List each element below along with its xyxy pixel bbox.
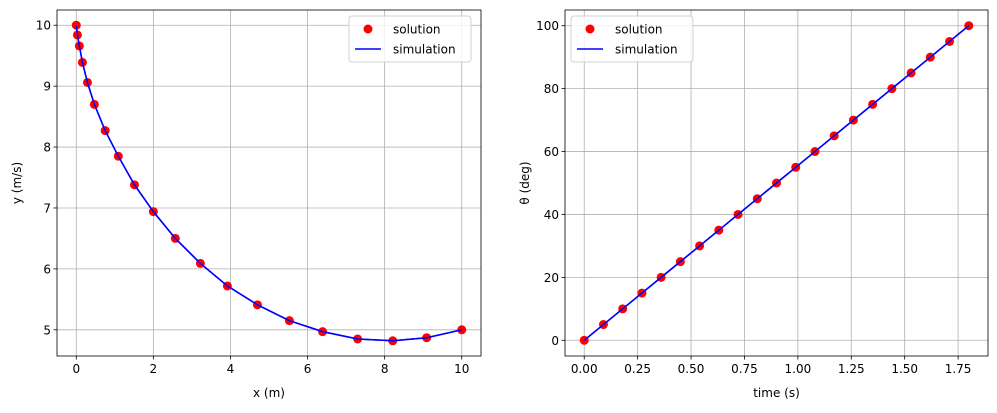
x-tick-label: 1.75 (945, 362, 972, 376)
x-tick-label: 0.75 (731, 362, 758, 376)
axes-frame (56, 9, 482, 357)
x-tick-label: 10 (454, 362, 469, 376)
x-axis-label: x (m) (253, 386, 285, 400)
subplot-1: 0 2 4 6 8 10 5 6 7 8 9 10 x (m) y (m/s) solution simula… (10, 9, 482, 400)
x-tick-label: 1.50 (891, 362, 918, 376)
legend-label-solution: solution (393, 23, 441, 37)
y-axis-label: y (m/s) (10, 162, 24, 204)
legend-label-simulation: simulation (393, 43, 456, 57)
x-tick-label: 0 (72, 362, 80, 376)
y-tick-label: 60 (544, 145, 559, 159)
legend-marker-solution (363, 24, 373, 34)
y-tick-label: 9 (43, 80, 51, 94)
subplot-2: 0.00 0.25 0.50 0.75 1.00 1.25 1.50 1.75 0 20 40 60 8… (518, 9, 989, 400)
x-tick-label: 0.00 (571, 362, 598, 376)
y-tick-label: 6 (43, 262, 51, 276)
x-tick-label: 4 (227, 362, 235, 376)
y-tick-label: 8 (43, 141, 51, 155)
x-tick-label: 0.25 (624, 362, 651, 376)
y-tick-label: 10 (36, 19, 51, 33)
legend: solution simulation (570, 15, 694, 63)
legend-label-solution: solution (615, 23, 663, 37)
y-tick-label: 20 (544, 271, 559, 285)
x-tick-label: 8 (381, 362, 389, 376)
legend: solution simulation (348, 15, 472, 63)
x-tick-label: 0.50 (678, 362, 705, 376)
y-axis-label: θ (deg) (518, 161, 532, 204)
y-tick-label: 100 (536, 19, 559, 33)
series-line-simulation-overlay (583, 25, 970, 341)
legend-box (348, 15, 472, 63)
y-tick-label: 80 (544, 82, 559, 96)
x-tick-label: 6 (304, 362, 312, 376)
legend-marker-solution (585, 24, 595, 34)
axes-frame (564, 9, 989, 357)
legend-label-simulation: simulation (615, 43, 678, 57)
y-tick-label: 7 (43, 201, 51, 215)
series-line-simulation-overlay (75, 25, 462, 342)
y-tick-label: 0 (551, 334, 559, 348)
y-tick-label: 5 (43, 323, 51, 337)
legend-box (570, 15, 694, 63)
x-tick-label: 1.00 (785, 362, 812, 376)
x-tick-label: 1.25 (838, 362, 865, 376)
y-tick-label: 40 (544, 208, 559, 222)
x-axis-label: time (s) (753, 386, 800, 400)
x-tick-label: 2 (150, 362, 158, 376)
